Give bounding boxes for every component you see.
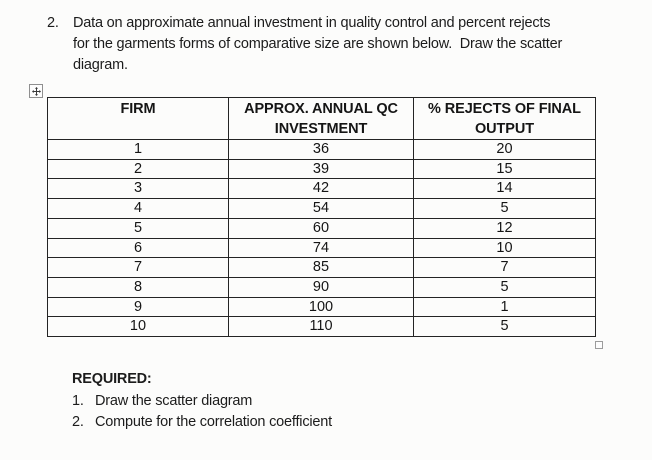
required-item-number: 1. [72, 392, 84, 409]
header-line: INVESTMENT [274, 121, 368, 137]
problem-number: 2. [47, 15, 59, 31]
table-cell: 4 [47, 198, 229, 219]
qc-table-body: 1 36 20 2 39 15 3 42 14 4 54 5 5 60 12 6 74 10 7 85 7 8 90 5 9 10… [47, 139, 596, 338]
problem-text: Data on approximate annual investment in… [73, 13, 562, 76]
required-item: 1. Draw the scatter diagram [72, 391, 332, 413]
table-row: 1 36 20 [47, 139, 596, 160]
problem-statement: 2. Data on approximate annual investment… [47, 13, 562, 76]
table-cell: 85 [228, 257, 414, 278]
table-cell: 12 [413, 217, 596, 239]
problem-text-line: diagram. [73, 57, 128, 73]
table-cell: 5 [47, 217, 229, 239]
table-cell: 2 [47, 158, 229, 180]
header-line: % REJECTS OF FINAL [428, 101, 581, 117]
table-cell: 7 [47, 257, 229, 278]
table-cell: 7 [413, 257, 596, 278]
table-row: 2 39 15 [47, 158, 596, 180]
table-header-row: FIRM APPROX. ANNUAL QC INVESTMENT % REJE… [47, 97, 596, 140]
required-item: 2. Compute for the correlation coefficie… [72, 412, 332, 434]
table-cell: 8 [47, 276, 229, 298]
table-header-investment: APPROX. ANNUAL QC INVESTMENT [228, 97, 414, 140]
move-cross-icon [31, 86, 41, 96]
table-row: 3 42 14 [47, 178, 596, 200]
table-cell: 9 [47, 296, 229, 318]
header-line: APPROX. ANNUAL QC [244, 101, 398, 117]
problem-text-line: Data on approximate annual investment in… [73, 15, 551, 31]
table-cell: 5 [413, 316, 596, 338]
required-item-text: Compute for the correlation coefficient [95, 414, 332, 430]
table-cell: 36 [228, 139, 414, 160]
table-cell: 110 [228, 316, 414, 338]
table-cell: 14 [413, 178, 596, 200]
header-line: OUTPUT [474, 121, 534, 137]
table-cell: 42 [228, 178, 414, 200]
table-cell: 54 [228, 198, 414, 219]
table-move-handle[interactable] [29, 84, 43, 98]
table-header-rejects: % REJECTS OF FINAL OUTPUT [413, 97, 596, 140]
table-row: 10 110 5 [47, 316, 596, 338]
table-cell: 15 [413, 158, 596, 180]
required-item-number: 2. [72, 414, 84, 430]
table-header-firm: FIRM [47, 97, 229, 140]
table-cell: 10 [47, 316, 229, 338]
required-item-text: Draw the scatter diagram [95, 392, 253, 409]
header-line: FIRM [120, 101, 156, 117]
table-cell: 5 [413, 198, 596, 219]
table-cell: 100 [228, 296, 414, 318]
table-cell: 3 [47, 178, 229, 200]
table-row: 4 54 5 [47, 198, 596, 219]
table-row: 6 74 10 [47, 237, 596, 259]
qc-data-table: FIRM APPROX. ANNUAL QC INVESTMENT % REJE… [47, 97, 596, 338]
table-cell: 6 [47, 237, 229, 259]
table-cell: 60 [228, 217, 414, 239]
problem-text-line: for the garments forms of comparative si… [73, 36, 563, 52]
table-cell: 1 [47, 139, 229, 160]
required-section: REQUIRED: 1. Draw the scatter diagram 2.… [72, 369, 332, 434]
table-resize-handle[interactable] [595, 341, 603, 349]
table-row: 9 100 1 [47, 296, 596, 318]
required-title: REQUIRED: [72, 371, 152, 387]
table-cell: 90 [228, 276, 414, 298]
table-cell: 1 [413, 296, 596, 318]
table-row: 8 90 5 [47, 276, 596, 298]
table-row: 7 85 7 [47, 257, 596, 278]
table-cell: 39 [228, 158, 414, 180]
table-cell: 20 [413, 139, 596, 160]
table-row: 5 60 12 [47, 217, 596, 239]
table-cell: 74 [228, 237, 414, 259]
table-cell: 10 [413, 237, 596, 259]
table-cell: 5 [413, 276, 596, 298]
